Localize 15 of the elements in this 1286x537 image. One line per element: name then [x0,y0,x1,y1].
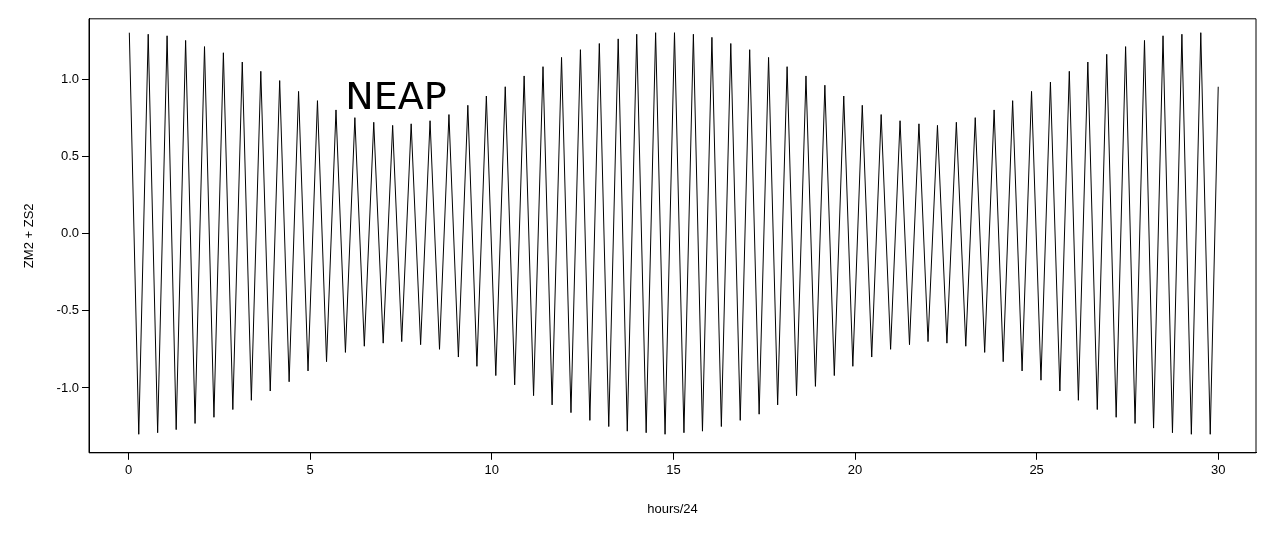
x-tick-label: 10 [484,462,500,478]
x-tick-label: 15 [666,462,681,478]
annotation: NEAP [345,73,447,118]
y-tick-label: -0.5 [56,302,79,318]
y-tick-label: -1.0 [56,379,79,395]
y-tick-label: 0.5 [60,147,79,163]
y-tick-label: 0.0 [60,225,79,241]
x-tick-label: 20 [847,462,863,478]
y-tick-label: 1.0 [60,70,79,86]
x-tick-label: 5 [306,462,314,478]
x-tick-label: 0 [124,462,133,478]
x-tick-label: 25 [1029,462,1044,478]
y-axis-title: ZM2 + ZS2 [21,203,37,269]
x-tick-label: 30 [1210,462,1226,478]
x-axis-title: hours/24 [647,500,698,516]
